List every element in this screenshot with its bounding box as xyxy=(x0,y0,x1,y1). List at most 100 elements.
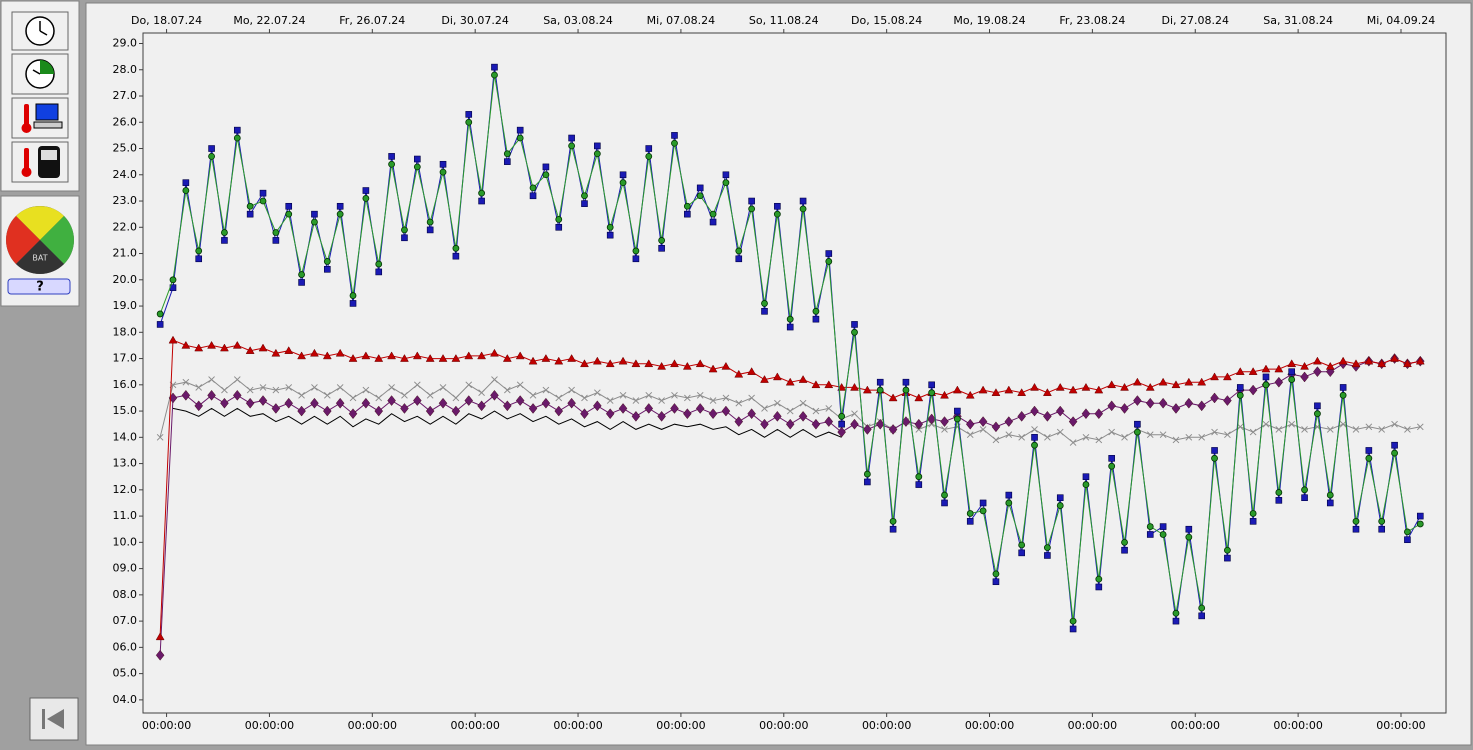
x-time-label: 00:00:00 xyxy=(450,719,499,732)
clock-button[interactable] xyxy=(11,11,69,51)
point xyxy=(1030,405,1039,417)
point xyxy=(541,397,551,409)
point xyxy=(851,328,858,336)
point xyxy=(542,171,550,179)
point xyxy=(1069,439,1077,446)
y-tick-label: 16.0 xyxy=(113,378,138,391)
point xyxy=(208,376,215,383)
point xyxy=(1159,531,1167,538)
point xyxy=(258,395,268,406)
point xyxy=(412,351,422,360)
point xyxy=(1275,497,1283,504)
point xyxy=(1044,433,1051,441)
point xyxy=(721,405,731,417)
x-time-label: 00:00:00 xyxy=(965,719,1014,732)
point xyxy=(682,361,692,370)
point xyxy=(954,407,961,415)
point xyxy=(439,160,447,168)
point xyxy=(1249,428,1257,436)
interval-button[interactable] xyxy=(11,53,69,95)
y-tick-label: 13.0 xyxy=(113,457,138,470)
point xyxy=(863,470,871,478)
logger-sensor-button[interactable] xyxy=(11,141,69,183)
x-date-label: Do, 15.08.24 xyxy=(851,14,922,27)
point xyxy=(965,390,975,399)
point xyxy=(644,359,654,368)
point xyxy=(1248,384,1258,396)
point xyxy=(1211,428,1218,436)
point xyxy=(812,315,820,323)
point xyxy=(194,400,203,412)
point xyxy=(388,160,395,168)
point xyxy=(811,380,821,389)
point xyxy=(1210,372,1219,381)
point xyxy=(1146,523,1154,530)
back-button[interactable] xyxy=(29,697,79,741)
point xyxy=(1391,420,1398,428)
point xyxy=(1184,377,1194,386)
point xyxy=(722,394,730,402)
point xyxy=(786,407,794,415)
point xyxy=(387,351,397,360)
point xyxy=(554,356,564,365)
point xyxy=(902,386,910,394)
point xyxy=(528,356,538,365)
point xyxy=(1224,554,1231,562)
point xyxy=(1017,410,1026,422)
point xyxy=(1185,525,1193,533)
point xyxy=(1326,499,1334,507)
point xyxy=(748,394,755,402)
point xyxy=(1132,377,1142,386)
point xyxy=(554,405,564,417)
y-tick-label: 20.0 xyxy=(113,273,138,286)
point xyxy=(348,408,358,420)
point xyxy=(1249,518,1257,525)
point xyxy=(914,418,924,430)
point xyxy=(465,118,473,126)
point xyxy=(284,397,293,409)
point xyxy=(1172,436,1180,444)
point xyxy=(1211,447,1218,454)
pc-sensor-button[interactable] xyxy=(11,97,69,139)
point xyxy=(1391,449,1398,457)
point xyxy=(1158,397,1168,409)
point xyxy=(1005,491,1013,499)
point xyxy=(413,163,421,171)
y-tick-label: 09.0 xyxy=(113,562,138,575)
point xyxy=(515,351,525,360)
point xyxy=(233,126,241,134)
point xyxy=(529,391,537,399)
point xyxy=(1211,454,1218,462)
point xyxy=(182,179,190,186)
point xyxy=(657,410,666,422)
y-tick-label: 14.0 xyxy=(113,430,138,443)
point xyxy=(259,189,267,197)
point xyxy=(1261,364,1271,373)
point xyxy=(1301,486,1308,494)
point xyxy=(1120,403,1129,414)
point xyxy=(593,150,601,158)
y-tick-label: 04.0 xyxy=(113,693,138,706)
x-time-label: 00:00:00 xyxy=(1068,719,1117,732)
point xyxy=(735,399,743,407)
point xyxy=(1042,388,1052,396)
x-time-label: 00:00:00 xyxy=(656,719,705,732)
point xyxy=(568,134,575,142)
point xyxy=(915,481,923,488)
point xyxy=(195,255,203,263)
point xyxy=(683,202,691,210)
x-time-label: 00:00:00 xyxy=(553,719,602,732)
point xyxy=(246,210,254,218)
point xyxy=(1108,428,1116,436)
point xyxy=(400,354,409,362)
point xyxy=(658,237,666,244)
point xyxy=(1004,416,1014,427)
point xyxy=(567,397,576,409)
x-date-label: Sa, 03.08.24 xyxy=(543,14,613,27)
point xyxy=(979,426,987,433)
point xyxy=(298,279,305,286)
point xyxy=(850,418,859,430)
point xyxy=(1120,382,1129,391)
point xyxy=(362,195,370,202)
point xyxy=(168,335,178,344)
